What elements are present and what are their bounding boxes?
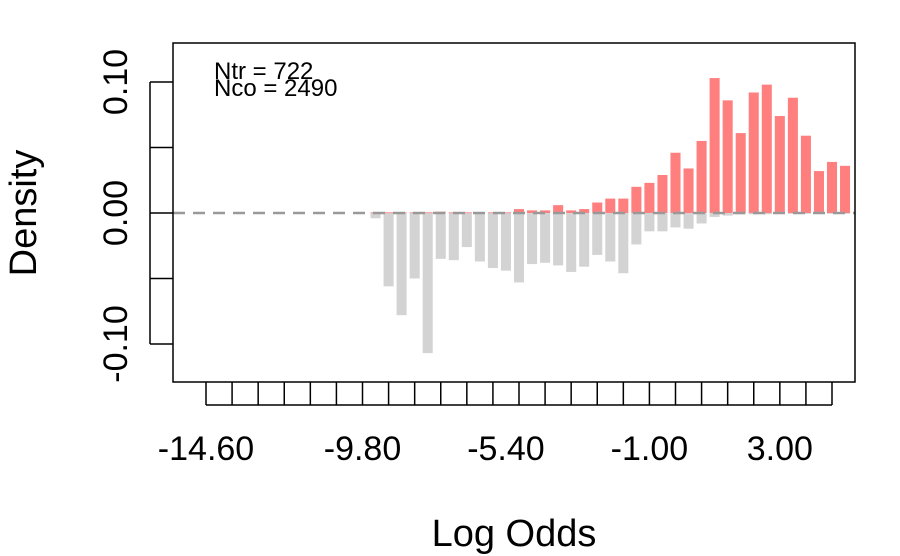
control-bar-35 bbox=[826, 213, 838, 214]
control-bar-1 bbox=[383, 213, 394, 287]
control-bar-9 bbox=[487, 213, 498, 269]
treated-bar-29 bbox=[748, 92, 759, 213]
control-bar-20 bbox=[631, 213, 642, 245]
treated-count-annotation: Ntr = 722 bbox=[214, 58, 313, 85]
treated-bar-24 bbox=[683, 168, 694, 213]
x-tick-label-3: -1.00 bbox=[611, 430, 689, 468]
treated-bar-21 bbox=[644, 182, 655, 213]
control-bar-32 bbox=[787, 213, 798, 214]
control-bar-2 bbox=[396, 213, 407, 316]
treated-bar-35 bbox=[826, 161, 838, 213]
treated-bar-30 bbox=[761, 84, 772, 214]
control-bar-13 bbox=[540, 213, 551, 263]
treated-bars bbox=[370, 78, 851, 214]
treated-bar-18 bbox=[605, 198, 616, 213]
control-bar-27 bbox=[722, 213, 733, 216]
y-axis: -0.10 0.00 0.10 bbox=[97, 49, 173, 383]
treated-bar-11 bbox=[513, 209, 525, 213]
control-bar-7 bbox=[461, 213, 472, 248]
control-bar-19 bbox=[618, 213, 629, 274]
control-bar-0 bbox=[370, 213, 381, 219]
y-axis-title: Density bbox=[3, 150, 45, 277]
treated-bar-7 bbox=[461, 212, 472, 214]
treated-bar-13 bbox=[540, 210, 551, 213]
treated-bar-15 bbox=[566, 210, 577, 213]
treated-bar-12 bbox=[527, 210, 538, 213]
control-bar-12 bbox=[527, 213, 538, 265]
x-tick-label-0: -14.60 bbox=[158, 430, 254, 468]
control-bar-24 bbox=[683, 213, 694, 229]
treated-bar-22 bbox=[657, 175, 668, 213]
control-bar-8 bbox=[474, 213, 485, 262]
control-bar-5 bbox=[435, 213, 446, 259]
treated-bar-14 bbox=[553, 205, 564, 213]
treated-bar-33 bbox=[800, 135, 811, 213]
treated-bar-16 bbox=[579, 209, 590, 213]
x-tick-label-1: -9.80 bbox=[324, 430, 402, 468]
control-bar-11 bbox=[513, 213, 525, 283]
control-bar-21 bbox=[644, 213, 655, 232]
control-bar-25 bbox=[696, 213, 707, 224]
x-axis-title: Log Odds bbox=[432, 513, 597, 555]
control-bar-3 bbox=[409, 213, 420, 279]
treated-bar-4 bbox=[422, 212, 433, 214]
treated-bar-34 bbox=[813, 171, 824, 213]
control-bar-18 bbox=[605, 213, 616, 262]
treated-bar-1 bbox=[383, 212, 394, 214]
control-bar-17 bbox=[592, 213, 603, 255]
y-tick-label-0: -0.10 bbox=[97, 305, 135, 383]
control-bar-6 bbox=[448, 213, 459, 261]
x-tick-label-4: 3.00 bbox=[747, 430, 813, 468]
y-tick-label-1: 0.00 bbox=[97, 180, 135, 246]
treated-bar-20 bbox=[631, 186, 642, 213]
y-tick-label-2: 0.10 bbox=[97, 49, 135, 115]
treated-bar-28 bbox=[735, 133, 746, 213]
control-bar-22 bbox=[657, 213, 668, 232]
control-count-annotation: Nco = 2490 bbox=[214, 75, 337, 102]
treated-bar-26 bbox=[709, 78, 720, 213]
control-bar-36 bbox=[840, 213, 851, 214]
treated-bar-32 bbox=[787, 97, 798, 213]
treated-bar-9 bbox=[487, 212, 498, 214]
control-bar-4 bbox=[422, 213, 433, 354]
control-bar-16 bbox=[579, 213, 590, 267]
x-axis: -14.60 -9.80 -5.40 -1.00 3.00 bbox=[158, 382, 833, 468]
treated-bar-31 bbox=[774, 116, 785, 213]
treated-bar-17 bbox=[592, 202, 603, 213]
treated-bar-10 bbox=[500, 212, 511, 214]
control-bar-26 bbox=[709, 213, 720, 217]
control-bar-30 bbox=[761, 213, 772, 215]
treated-bar-19 bbox=[618, 198, 629, 213]
treated-bar-36 bbox=[840, 165, 851, 213]
x-tick-label-2: -5.40 bbox=[467, 430, 545, 468]
control-bar-14 bbox=[553, 213, 564, 266]
control-bar-15 bbox=[566, 213, 577, 272]
control-bars bbox=[370, 213, 851, 354]
control-bar-23 bbox=[670, 213, 681, 228]
control-bar-33 bbox=[800, 213, 811, 214]
treated-bar-27 bbox=[722, 100, 733, 213]
treated-bar-23 bbox=[670, 152, 681, 213]
treated-bar-25 bbox=[696, 140, 707, 213]
control-bar-10 bbox=[500, 213, 511, 271]
